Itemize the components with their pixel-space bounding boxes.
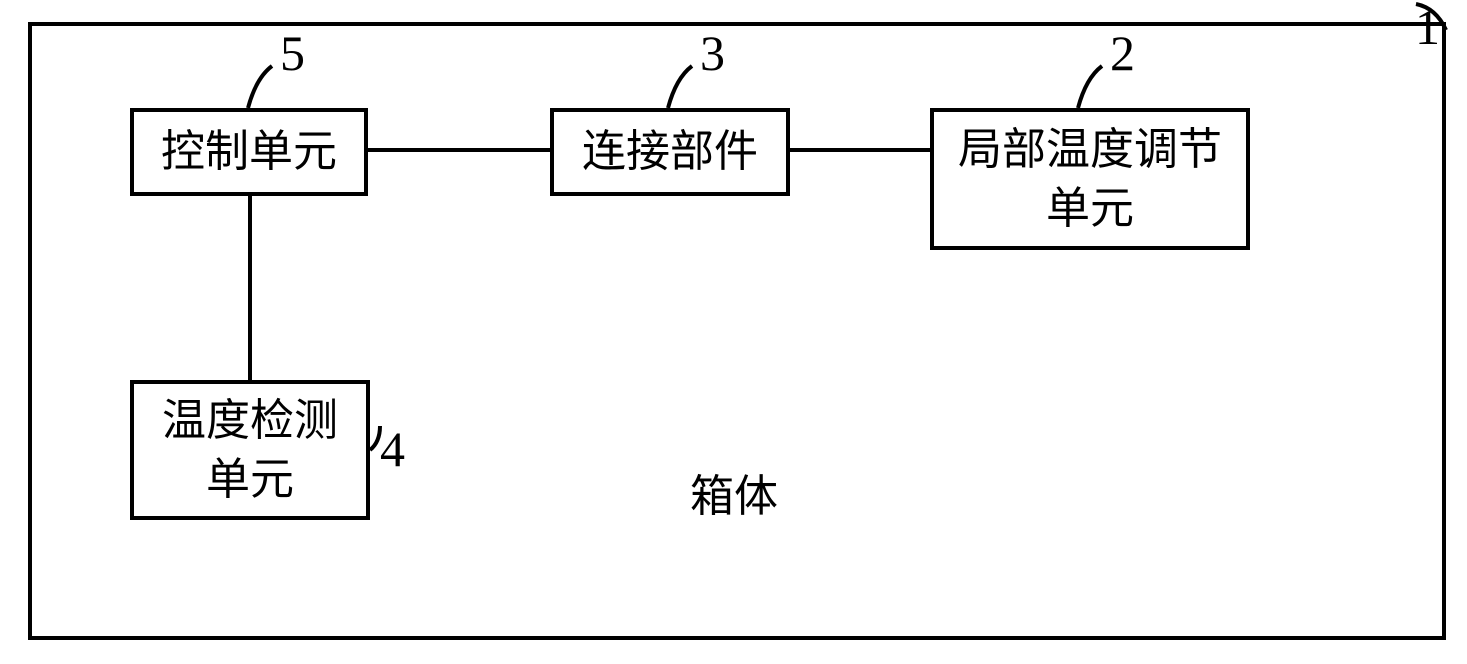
connect-block: 连接部件 [550,108,790,196]
temp-adjust-ref: 2 [1110,24,1135,82]
connect-ref: 3 [700,24,725,82]
container-ref: 1 [1415,0,1440,56]
control-block: 控制单元 [130,108,368,196]
connect-block-text: 连接部件 [582,122,758,181]
edge-control-tempdetect [248,196,252,380]
control-ref: 5 [280,24,305,82]
control-block-text: 控制单元 [161,122,337,181]
edge-connect-tempadjust [790,148,930,152]
temp-detect-block: 温度检测单元 [130,380,370,520]
temp-adjust-block: 局部温度调节单元 [930,108,1250,250]
temp-detect-block-text: 温度检测单元 [150,391,350,510]
temp-adjust-block-text: 局部温度调节单元 [945,120,1235,239]
temp-detect-ref: 4 [380,420,405,478]
edge-control-connect [368,148,550,152]
container-label: 箱体 [690,460,778,524]
